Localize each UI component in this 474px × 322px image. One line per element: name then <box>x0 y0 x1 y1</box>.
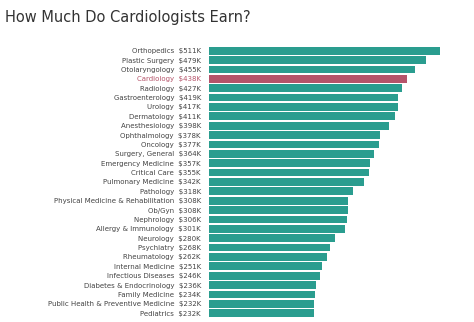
Bar <box>209 169 369 176</box>
Bar <box>209 272 320 279</box>
Bar <box>209 309 314 317</box>
Bar <box>209 178 364 186</box>
Bar <box>209 56 426 64</box>
Bar <box>209 216 347 223</box>
Bar <box>209 244 330 251</box>
Bar <box>209 122 389 129</box>
Bar <box>209 131 380 139</box>
Text: How Much Do Cardiologists Earn?: How Much Do Cardiologists Earn? <box>5 10 250 25</box>
Bar <box>209 234 336 242</box>
Bar <box>209 253 328 261</box>
Bar <box>209 47 440 54</box>
Bar <box>209 75 407 83</box>
Bar <box>209 206 348 214</box>
Bar <box>209 187 353 195</box>
Bar <box>209 159 370 167</box>
Bar <box>209 112 395 120</box>
Bar <box>209 141 379 148</box>
Bar <box>209 225 345 232</box>
Bar <box>209 281 316 289</box>
Bar <box>209 262 322 270</box>
Bar <box>209 300 314 308</box>
Bar <box>209 94 399 101</box>
Bar <box>209 290 315 298</box>
Bar <box>209 66 415 73</box>
Bar <box>209 84 402 92</box>
Bar <box>209 150 374 158</box>
Bar <box>209 197 348 204</box>
Bar <box>209 103 398 111</box>
